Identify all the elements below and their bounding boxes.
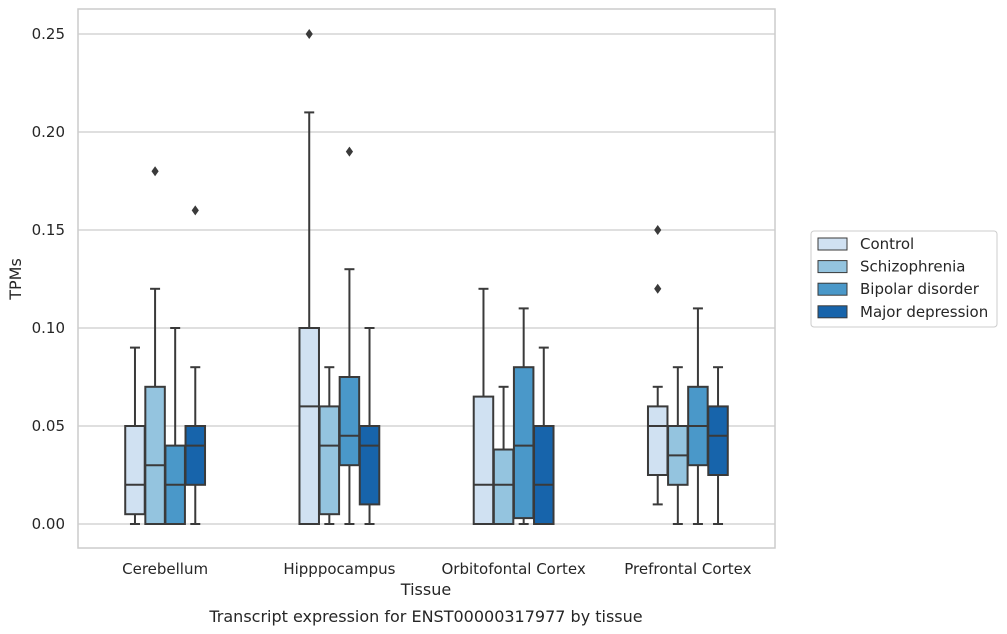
box-group xyxy=(646,225,669,506)
box-group xyxy=(533,346,555,525)
box-group xyxy=(338,146,361,525)
y-tick-label: 0.25 xyxy=(32,25,65,43)
y-tick-labels: 0.00 0.05 0.10 0.15 0.20 0.25 xyxy=(32,25,65,533)
legend-label: Major depression xyxy=(860,303,988,321)
x-tick-label: Cerebellum xyxy=(122,560,208,578)
box-group xyxy=(184,205,207,525)
legend-label: Schizophrenia xyxy=(860,258,965,276)
box xyxy=(646,405,669,476)
boxes xyxy=(124,29,729,526)
y-tick-label: 0.15 xyxy=(32,221,65,239)
x-tick-labels: Cerebellum Hipppocampus Orbitofontal Corte… xyxy=(122,560,751,578)
box xyxy=(318,405,341,516)
box-group xyxy=(492,385,515,525)
chart-caption: Transcript expression for ENST0000031797… xyxy=(208,607,642,626)
legend-frame xyxy=(810,230,998,328)
box xyxy=(144,385,166,525)
box-group xyxy=(318,366,341,525)
y-tick-label: 0.00 xyxy=(32,515,65,533)
x-axis-label: Tissue xyxy=(400,580,451,599)
box xyxy=(512,366,535,520)
legend-swatch xyxy=(817,305,848,319)
box xyxy=(472,395,495,526)
x-tick-label: Orbitofontal Cortex xyxy=(442,560,586,578)
outlier-point xyxy=(345,146,354,157)
y-axis-label: TPMs xyxy=(6,258,25,301)
legend-swatch xyxy=(817,260,848,274)
box-group xyxy=(124,346,146,525)
x-tick-label: Hipppocampus xyxy=(283,560,395,578)
outlier-point xyxy=(654,283,662,294)
box xyxy=(338,376,361,467)
box xyxy=(124,425,146,516)
box-group xyxy=(358,327,381,525)
box xyxy=(533,425,555,525)
outlier-point xyxy=(305,29,313,39)
legend-swatch xyxy=(817,282,848,296)
legend-items: Control Schizophrenia Bipolar disorder Majo… xyxy=(817,235,988,321)
outlier-point xyxy=(191,205,199,216)
box xyxy=(358,425,381,506)
box xyxy=(707,405,729,476)
y-tick-label: 0.20 xyxy=(32,123,65,141)
y-tick-label: 0.10 xyxy=(32,319,65,337)
legend-label: Control xyxy=(860,235,914,253)
box xyxy=(492,448,515,525)
legend: Control Schizophrenia Bipolar disorder Majo… xyxy=(810,230,998,328)
x-tick-label: Prefrontal Cortex xyxy=(624,560,751,578)
legend-label: Bipolar disorder xyxy=(860,280,980,298)
y-tick-label: 0.05 xyxy=(32,417,65,435)
plot-frame xyxy=(77,8,776,549)
box-group xyxy=(707,366,729,525)
outlier-point xyxy=(654,225,662,235)
outlier-point xyxy=(151,166,159,177)
box xyxy=(184,425,207,486)
legend-swatch xyxy=(817,237,848,251)
box xyxy=(298,327,320,525)
